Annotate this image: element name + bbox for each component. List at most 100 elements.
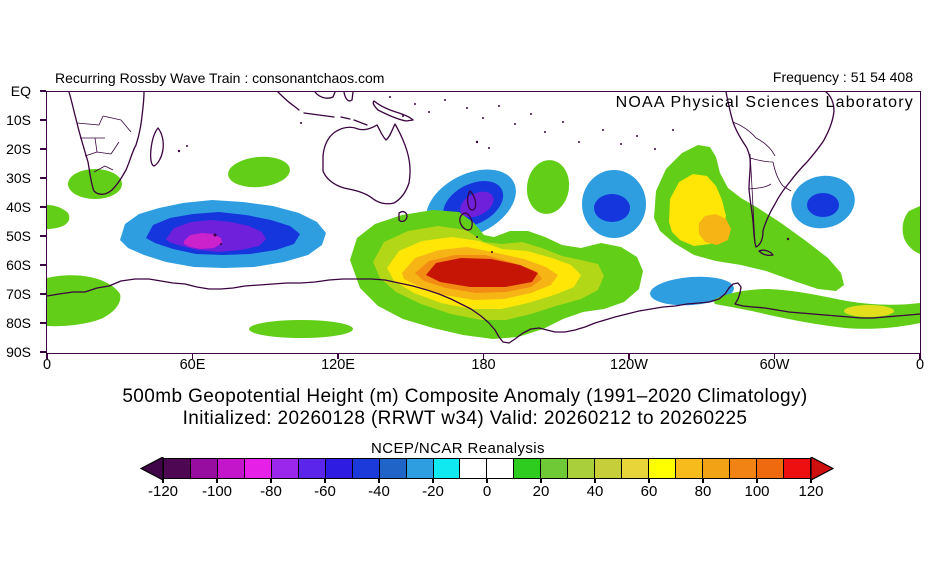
- colorbar-tick: [270, 479, 272, 483]
- blob-south-pacific-green: [526, 160, 570, 214]
- lon-label: 0: [42, 357, 52, 373]
- lat-label: 20S: [6, 141, 31, 157]
- lat-tick: [40, 177, 46, 179]
- lat-label: 90S: [6, 344, 31, 360]
- colorbar-cell: [217, 459, 245, 478]
- colorbar-tick-label: -80: [260, 483, 282, 500]
- blob-argentine-basin-low: [791, 175, 855, 229]
- colorbar-cell: [703, 459, 731, 478]
- colorbar-cell: [595, 459, 623, 478]
- colorbar-cell: [649, 459, 677, 478]
- colorbar-cell: [622, 459, 650, 478]
- plot-title: 500mb Geopotential Height (m) Composite …: [122, 386, 808, 407]
- colorbar-cell: [676, 459, 704, 478]
- coastlines: [47, 92, 920, 344]
- colorbar-tick: [756, 479, 758, 483]
- lat-tick: [40, 148, 46, 150]
- blob-southeast-atlantic-green: [68, 169, 122, 199]
- lon-tick: [919, 353, 921, 359]
- colorbar-tick: [810, 479, 812, 483]
- blob-southern-chile-high: [654, 145, 844, 291]
- blob-wilkes-land-green: [249, 320, 353, 338]
- colorbar-tick-label: -60: [314, 483, 336, 500]
- lat-tick: [40, 235, 46, 237]
- colorbar-tick-label: 100: [744, 483, 770, 500]
- lat-tick: [40, 322, 46, 324]
- madagascar-coast: [149, 127, 164, 167]
- colorbar-tick: [540, 479, 542, 483]
- lat-tick: [40, 206, 46, 208]
- colorbar-tick-label: -120: [147, 483, 179, 500]
- lon-tick: [628, 353, 630, 359]
- colorbar-tick: [486, 479, 488, 483]
- colorbar-tick: [702, 479, 704, 483]
- colorbar-tick: [432, 479, 434, 483]
- lat-tick: [40, 90, 46, 92]
- lon-label: 120E: [321, 357, 355, 373]
- latitude-axis: EQ 10S 20S 30S 40S 50S 60S 70S 80S 90S: [0, 83, 46, 360]
- australia-coast: [322, 123, 411, 205]
- new-guinea-coast: [372, 100, 414, 122]
- blob-bellingshausen-low: [650, 276, 734, 306]
- map-frame: NOAA Physical Sciences Laboratory: [46, 91, 921, 354]
- lon-tick: [191, 353, 194, 359]
- tasmania-coast: [398, 210, 408, 223]
- colorbar-cell: [756, 459, 784, 478]
- blob-right-edge-green: [902, 206, 920, 254]
- colorbar-cell: [271, 459, 299, 478]
- lon-tick: [773, 353, 776, 359]
- colorbar-cell: [487, 459, 515, 478]
- colorbar-source-label: NCEP/NCAR Reanalysis: [371, 440, 545, 457]
- blob-central-indian-green: [228, 156, 290, 188]
- colorbar-cell: [190, 459, 218, 478]
- colorbar-cell: [541, 459, 569, 478]
- colorbar-cell: [460, 459, 488, 478]
- blob-southeast-pacific-low: [582, 170, 646, 238]
- blob-ross-sea-high: [350, 210, 643, 339]
- colorbar-cell: [298, 459, 326, 478]
- lat-tick: [40, 264, 46, 266]
- africa-coast: [68, 92, 145, 195]
- colorbar-cell: [352, 459, 380, 478]
- island-dots: [177, 96, 790, 253]
- lat-tick: [40, 119, 46, 121]
- colorbar-cell: [325, 459, 353, 478]
- lon-tick: [337, 353, 339, 359]
- lon-tick: [482, 353, 485, 359]
- lat-label: EQ: [10, 83, 31, 99]
- lat-label: 10S: [6, 112, 31, 128]
- lat-label: 80S: [6, 315, 31, 331]
- lat-label: 40S: [6, 199, 31, 215]
- colorbar-tick: [162, 479, 164, 483]
- africa-borders: [76, 115, 132, 173]
- colorbar-cell: [244, 459, 272, 478]
- colorbar: [163, 458, 811, 479]
- tierra-del-fuego-coast: [758, 249, 774, 257]
- colorbar-tick: [594, 479, 596, 483]
- antarctica-coast: [47, 278, 920, 344]
- colorbar-tick-label: -100: [201, 483, 233, 500]
- colorbar-tick-label: 60: [640, 483, 658, 500]
- plot-subtitle: Initialized: 20260128 (RRWT w34) Valid: …: [182, 408, 748, 429]
- colorbar-cell: [406, 459, 434, 478]
- colorbar-tick-label: 120: [798, 483, 824, 500]
- colorbar-tick-label: 0: [482, 483, 492, 500]
- longitude-axis: 0 60E 120E 180 120W 60W 0: [43, 357, 924, 375]
- colorbar-tick-label: 40: [586, 483, 604, 500]
- colorbar-cell: [730, 459, 757, 478]
- colorbar-cell: [568, 459, 596, 478]
- colorbar-cell: [514, 459, 542, 478]
- colorbar-tick-label: -40: [368, 483, 390, 500]
- lon-label: 180: [471, 357, 496, 373]
- colorbar-labels: -120 -100 -80 -60 -40 -20 0 20 40 60 80 100 120: [148, 483, 824, 500]
- blob-queen-maud-green: [47, 275, 121, 327]
- new-zealand-coast: [459, 190, 477, 231]
- anomaly-map: [47, 92, 920, 344]
- blob-left-edge-green: [47, 205, 70, 229]
- colorbar-tick: [324, 479, 326, 483]
- colorbar-above-arrow: [810, 457, 834, 480]
- lat-tick: [40, 351, 46, 353]
- colorbar-tick-label: -20: [422, 483, 444, 500]
- colorbar-cell: [783, 459, 810, 478]
